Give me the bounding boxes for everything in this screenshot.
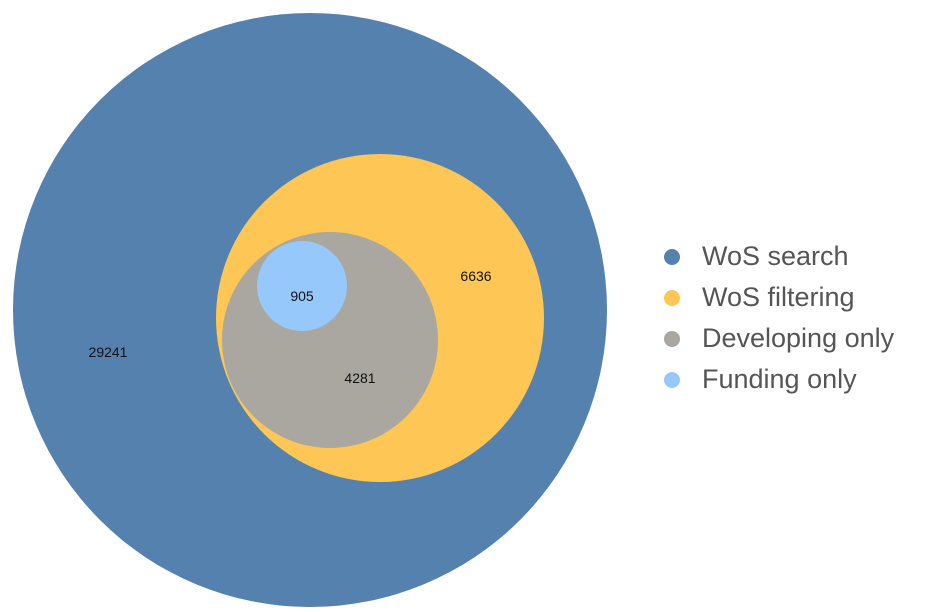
developing-only-count: 4281 bbox=[344, 370, 375, 386]
wos-filtering-count: 6636 bbox=[460, 268, 491, 284]
legend-item-wos-search: WoS search bbox=[664, 236, 943, 277]
legend-label: WoS filtering bbox=[702, 282, 855, 312]
legend-item-funding-only: Funding only bbox=[664, 359, 943, 400]
legend-label: WoS search bbox=[702, 241, 849, 271]
legend-dot-icon bbox=[664, 289, 680, 306]
funding-only-count: 905 bbox=[290, 288, 314, 304]
legend-item-wos-filtering: WoS filtering bbox=[664, 277, 943, 318]
legend-dot-icon bbox=[664, 248, 680, 265]
legend-dot-icon bbox=[664, 330, 680, 347]
legend-item-developing-only: Developing only bbox=[664, 318, 943, 359]
legend: WoS search WoS filtering Developing only… bbox=[664, 236, 943, 400]
legend-dot-icon bbox=[664, 371, 680, 388]
legend-label: Funding only bbox=[702, 364, 857, 394]
legend-label: Developing only bbox=[702, 323, 895, 353]
wos-search-count: 29241 bbox=[89, 344, 128, 360]
funding-only-circle bbox=[257, 241, 347, 331]
